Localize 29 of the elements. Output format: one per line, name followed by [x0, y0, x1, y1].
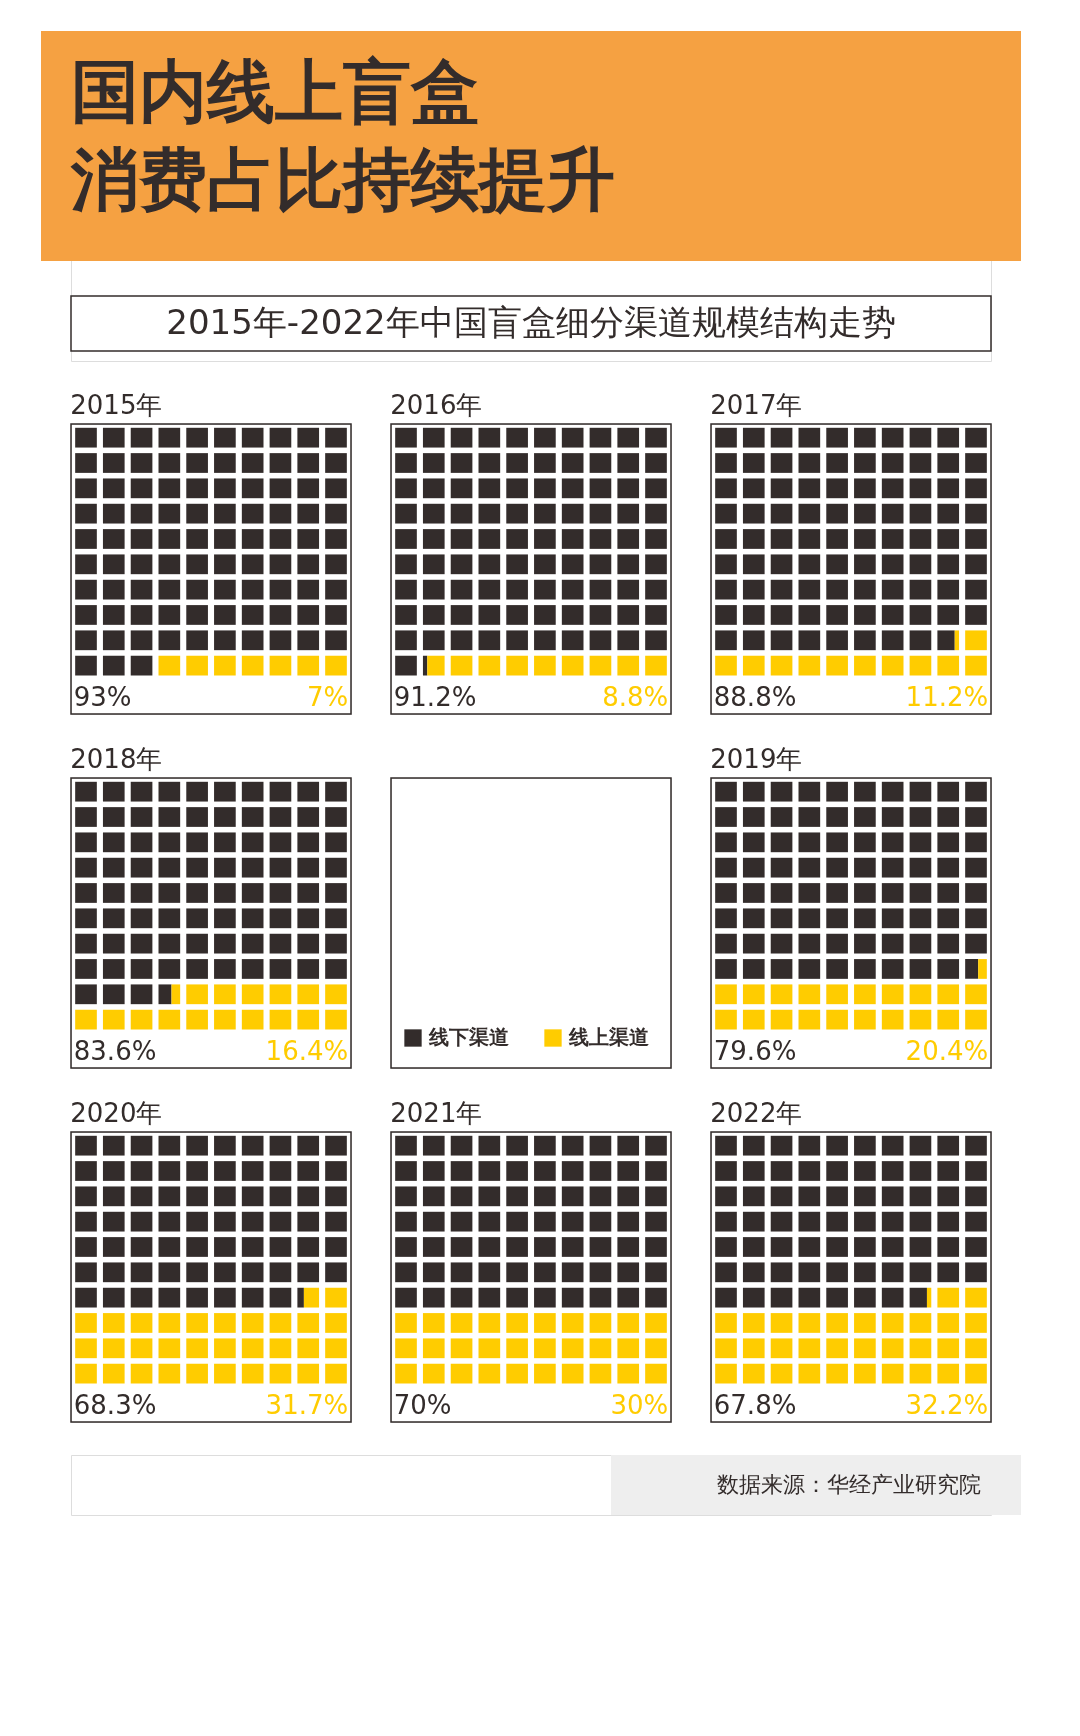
source-note: 数据来源：华经产业研究院 [717, 1472, 981, 1497]
data-label: 88.8% [713, 681, 797, 712]
text: 2017年 [710, 390, 803, 421]
data-label: 32.2% [905, 1389, 989, 1420]
text: 2015年-2022年中国盲盒细分渠道规模结构走势 [166, 302, 896, 342]
text: 国内线上盲盒消费占比持续提升 [70, 52, 615, 219]
text: 2021年 [390, 1098, 483, 1129]
data-label: 67.8% [713, 1389, 797, 1420]
data-label: 79.6% [713, 1035, 797, 1066]
data-label: 20.4% [905, 1035, 989, 1066]
data-label: 70% [393, 1389, 452, 1420]
data-label: 7% [306, 681, 349, 712]
data-label: 30% [610, 1389, 669, 1420]
text: 2020年 [70, 1098, 163, 1129]
data-label: 68.3% [73, 1389, 157, 1420]
text: 2022年 [710, 1098, 803, 1129]
category-label: 线下渠道 [428, 1025, 509, 1049]
data-label: 91.2% [393, 681, 477, 712]
text: 2015年 [70, 390, 163, 421]
text: 2018年 [70, 744, 163, 775]
data-label: 31.7% [265, 1389, 349, 1420]
data-label: 93% [73, 681, 132, 712]
data-label: 83.6% [73, 1035, 157, 1066]
category-label: 线上渠道 [568, 1025, 649, 1049]
data-label: 11.2% [905, 681, 989, 712]
data-label: 8.8% [602, 681, 669, 712]
text: 2019年 [710, 744, 803, 775]
data-label: 16.4% [265, 1035, 349, 1066]
text: 2016年 [390, 390, 483, 421]
